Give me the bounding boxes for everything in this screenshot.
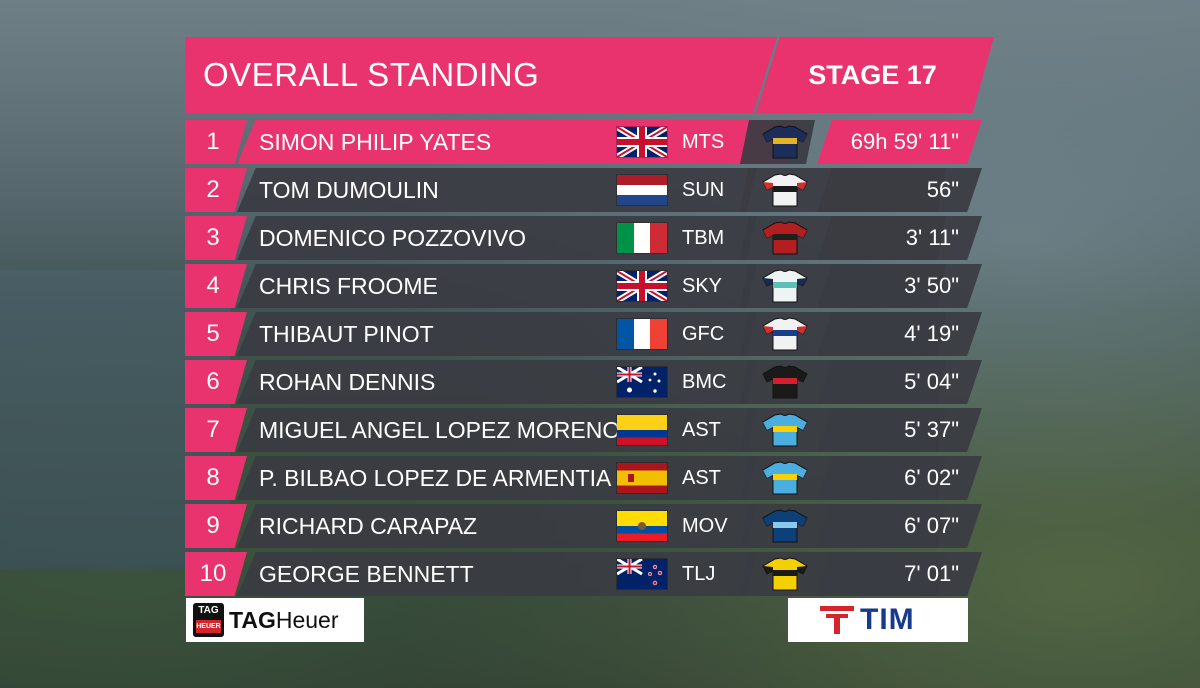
time-gap: 5' 04" — [817, 360, 982, 404]
standing-row: 5 THIBAUT PINOT 4' 19" GFC — [185, 312, 985, 356]
time-gap: 6' 02" — [817, 456, 982, 500]
team-code: GFC — [682, 323, 725, 345]
standing-row: 9 RICHARD CARAPAZ 6' 07" MOV — [185, 504, 985, 548]
rider-name: MIGUEL ANGEL LOPEZ MORENO — [237, 408, 757, 452]
team-code: SKY — [682, 275, 723, 297]
rank-number: 1 — [206, 128, 220, 155]
rider-name: THIBAUT PINOT — [237, 312, 757, 356]
rank-cell: 4 — [185, 264, 247, 308]
jersey-icon — [761, 557, 809, 591]
tim-sponsor: TIM — [788, 598, 968, 642]
flag-icon — [617, 175, 667, 205]
standing-row: 2 TOM DUMOULIN 56" SUN — [185, 168, 985, 212]
page-title: OVERALL STANDING — [203, 56, 540, 93]
rank-cell: 10 — [185, 552, 247, 596]
flag-icon — [617, 319, 667, 349]
team-code: AST — [682, 467, 721, 489]
time-gap: 3' 11" — [817, 216, 982, 260]
rank-number: 5 — [206, 320, 220, 347]
rank-cell: 7 — [185, 408, 247, 452]
rider-name: DOMENICO POZZOVIVO — [237, 216, 757, 260]
flag-icon — [616, 557, 667, 589]
rank-number: 6 — [206, 368, 220, 395]
rank-number: 4 — [206, 272, 220, 299]
flag-icon — [617, 223, 667, 253]
rider-name: RICHARD CARAPAZ — [237, 504, 757, 548]
tag-heuer-logo-icon: TAG HEUER — [193, 603, 224, 637]
jersey-icon — [761, 317, 809, 351]
flag-icon — [615, 268, 669, 304]
standing-row: 1 SIMON PHILIP YATES 69h 59' 11" MTS — [185, 120, 985, 164]
rider-name: TOM DUMOULIN — [237, 168, 757, 212]
team-code: TBM — [682, 227, 725, 249]
jersey-icon — [761, 413, 809, 447]
jersey-icon — [761, 173, 809, 207]
rank-number: 3 — [206, 224, 220, 251]
rider-name: SIMON PHILIP YATES — [237, 120, 797, 164]
standing-row: 3 DOMENICO POZZOVIVO 3' 11" TBM — [185, 216, 985, 260]
title-bar — [185, 37, 777, 113]
flag-icon — [616, 365, 667, 397]
rank-cell: 3 — [185, 216, 247, 260]
rank-number: 7 — [206, 416, 220, 443]
stage-label: STAGE 17 — [808, 60, 937, 90]
jersey-icon — [761, 269, 809, 303]
flag-icon — [617, 463, 667, 493]
time-gap: 7' 01" — [817, 552, 982, 596]
time-gap: 56" — [817, 168, 982, 212]
tim-wordmark: TIM — [860, 603, 915, 636]
time-gap: 3' 50" — [817, 264, 982, 308]
tag-heuer-sponsor: TAG HEUER TAGHeuer — [186, 598, 364, 642]
time-gap: 5' 37" — [817, 408, 982, 452]
standing-row: 8 P. BILBAO LOPEZ DE ARMENTIA 6' 02" AST — [185, 456, 985, 500]
standing-row: 6 ROHAN DENNIS 5' 04" BMC — [185, 360, 985, 404]
rank-cell: 6 — [185, 360, 247, 404]
rider-name: ROHAN DENNIS — [237, 360, 757, 404]
rider-name: P. BILBAO LOPEZ DE ARMENTIA — [237, 456, 757, 500]
flag-icon — [615, 124, 669, 160]
rider-name: GEORGE BENNETT — [237, 552, 757, 596]
stage-bar — [756, 37, 994, 113]
jersey-icon — [761, 509, 809, 543]
rank-cell: 8 — [185, 456, 247, 500]
flag-icon — [617, 511, 667, 541]
rank-cell: 2 — [185, 168, 247, 212]
team-code: SUN — [682, 179, 725, 201]
team-code: MOV — [682, 515, 728, 537]
jersey-icon — [761, 221, 809, 255]
rank-cell: 5 — [185, 312, 247, 356]
jersey-icon — [761, 461, 809, 495]
team-code: AST — [682, 419, 721, 441]
team-code: MTS — [682, 131, 725, 153]
jersey-icon — [761, 125, 809, 159]
rank-cell: 1 — [185, 120, 247, 164]
rider-name: CHRIS FROOME — [237, 264, 757, 308]
rank-number: 10 — [199, 560, 227, 587]
team-code: BMC — [682, 371, 727, 393]
standing-row: 4 CHRIS FROOME 3' 50" SKY — [185, 264, 985, 308]
flag-icon — [617, 415, 667, 445]
team-code: TLJ — [682, 563, 716, 585]
jersey-icon — [761, 365, 809, 399]
rank-number: 8 — [206, 464, 220, 491]
tim-logo-icon — [820, 606, 854, 634]
standing-row: 10 GEORGE BENNETT 7' 01" TLJ — [185, 552, 985, 596]
rank-number: 2 — [206, 176, 220, 203]
tag-heuer-wordmark: TAGHeuer — [229, 607, 339, 633]
standing-row: 7 MIGUEL ANGEL LOPEZ MORENO 5' 37" AST — [185, 408, 985, 452]
rank-number: 9 — [206, 512, 220, 539]
time-gap: 69h 59' 11" — [817, 120, 982, 164]
time-gap: 4' 19" — [817, 312, 982, 356]
rank-cell: 9 — [185, 504, 247, 548]
time-gap: 6' 07" — [817, 504, 982, 548]
